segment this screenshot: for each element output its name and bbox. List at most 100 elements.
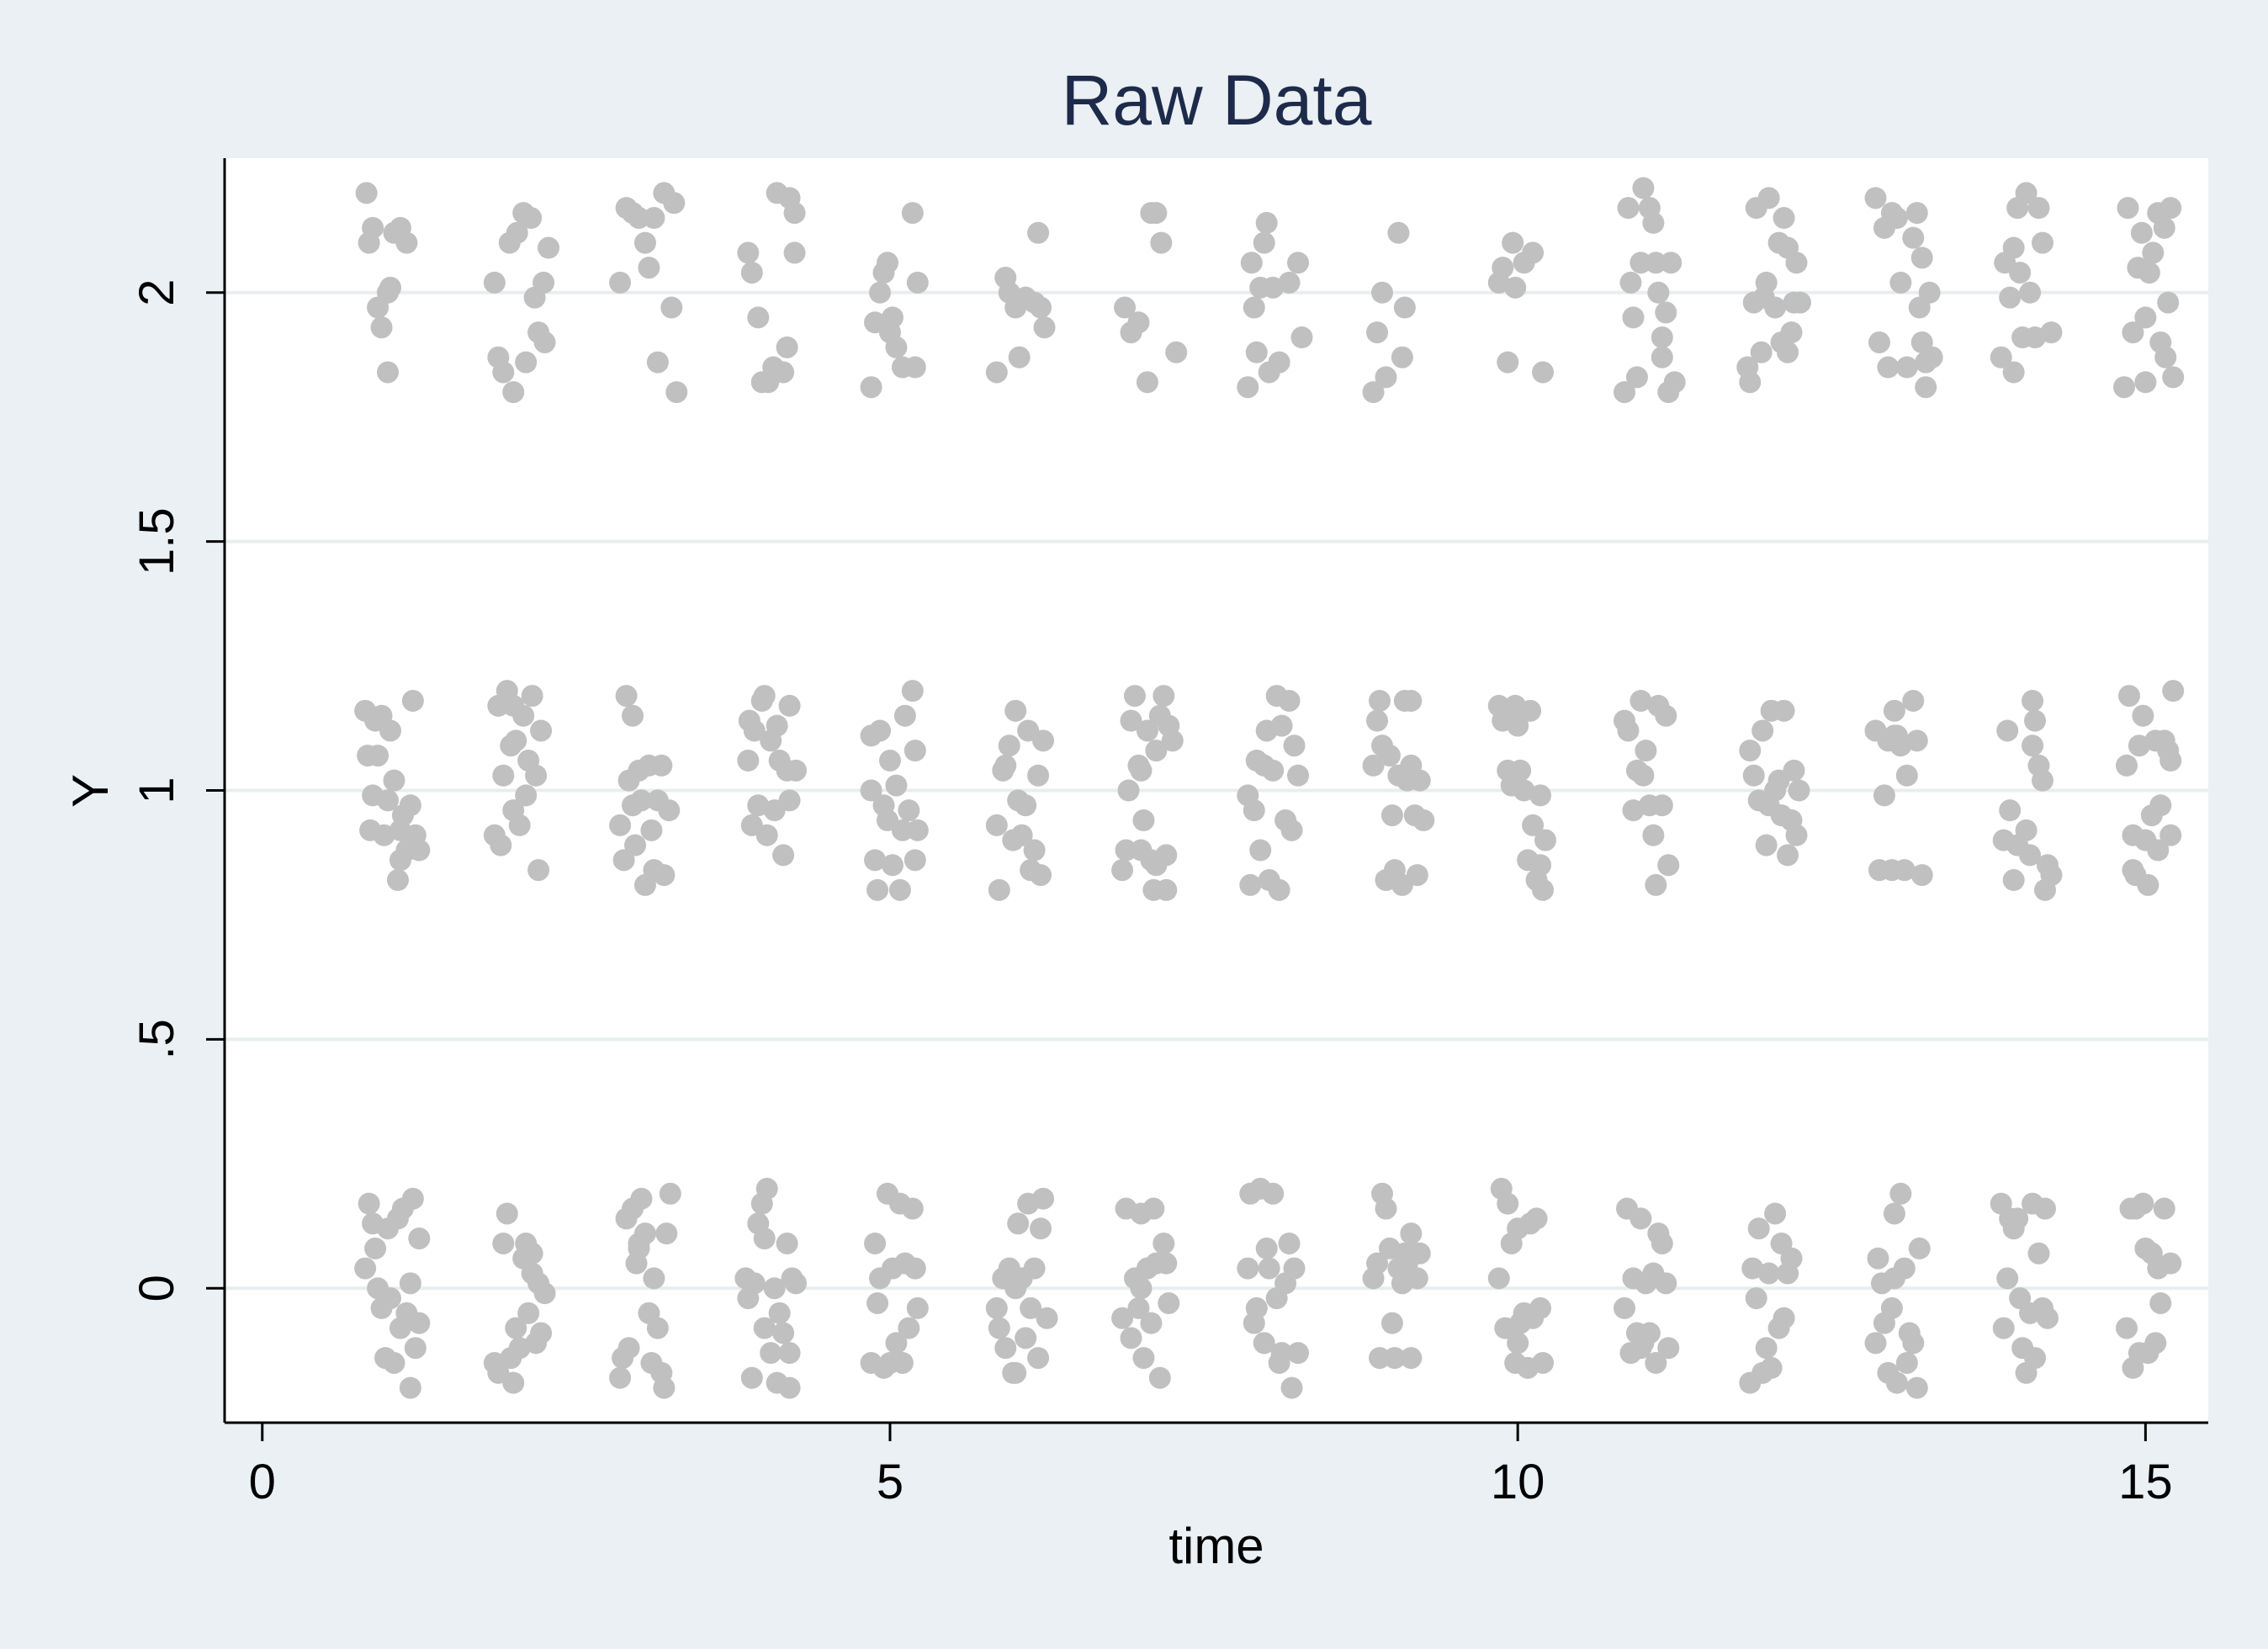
data-point: [377, 789, 400, 812]
data-point: [408, 1312, 431, 1334]
data-point: [367, 745, 389, 767]
data-point: [1529, 1296, 1552, 1319]
data-point: [2154, 346, 2177, 369]
data-point: [740, 1366, 763, 1389]
data-point: [1400, 1347, 1423, 1370]
data-point: [490, 834, 512, 856]
data-point: [379, 719, 401, 742]
data-point: [1507, 714, 1529, 737]
data-point: [1008, 346, 1031, 369]
data-point: [630, 1187, 653, 1210]
data-point: [1647, 281, 1670, 304]
data-point: [404, 1337, 427, 1360]
data-point: [755, 824, 778, 846]
data-point: [901, 202, 924, 225]
x-axis-ticks: 0 5 10 15: [249, 1423, 2173, 1509]
data-point: [2153, 1197, 2175, 1220]
data-point: [876, 252, 898, 274]
data-point: [1120, 709, 1142, 732]
data-point: [1412, 809, 1435, 832]
data-point: [1629, 1337, 1652, 1360]
data-point: [1366, 1252, 1389, 1275]
data-point: [2033, 1197, 2056, 1220]
data-point: [521, 1242, 543, 1265]
data-point: [515, 351, 538, 374]
data-point: [885, 774, 908, 797]
data-point: [1883, 1267, 1905, 1290]
data-point: [615, 685, 638, 708]
data-point: [1532, 878, 1555, 901]
data-point: [866, 878, 889, 901]
data-point: [1150, 231, 1173, 254]
data-point: [1889, 271, 1912, 294]
data-point: [1023, 839, 1046, 862]
data-point: [1780, 1247, 1803, 1270]
data-point: [389, 819, 411, 841]
data-point: [609, 814, 632, 836]
data-point: [2153, 216, 2175, 239]
data-point: [2122, 859, 2144, 882]
data-point: [1895, 764, 1918, 787]
data-point: [1243, 296, 1265, 319]
data-point: [2024, 1347, 2047, 1370]
data-point: [1362, 754, 1385, 777]
data-point: [2142, 241, 2165, 264]
data-point: [2138, 262, 2160, 284]
data-point: [383, 1351, 405, 1374]
data-point: [1617, 719, 1640, 742]
data-point: [747, 306, 770, 329]
data-point: [1393, 296, 1416, 319]
data-point: [1375, 366, 1397, 389]
data-point: [622, 794, 644, 817]
data-point: [1145, 740, 1168, 762]
data-point: [502, 1371, 525, 1394]
data-point: [1760, 1356, 1783, 1379]
data-point: [1990, 346, 2012, 369]
data-point: [1161, 729, 1184, 752]
data-point: [1773, 699, 1795, 722]
data-point: [399, 794, 421, 817]
data-point: [1905, 202, 1928, 225]
data-point: [517, 1302, 540, 1324]
data-point: [2147, 839, 2170, 862]
data-point: [1369, 689, 1391, 712]
data-point: [755, 1177, 778, 1200]
data-point: [906, 1296, 929, 1319]
data-point: [760, 1342, 782, 1365]
data-point: [1492, 257, 1514, 279]
data-point: [2002, 869, 2025, 892]
data-point: [1895, 356, 1918, 379]
data-point: [783, 202, 806, 225]
data-point: [1262, 1182, 1285, 1205]
data-point: [901, 680, 924, 703]
data-point: [860, 779, 882, 802]
data-point: [483, 271, 506, 294]
data-point: [653, 864, 676, 887]
data-point: [785, 759, 808, 782]
data-point: [502, 381, 525, 404]
data-point: [1785, 252, 1808, 274]
data-point: [1655, 1272, 1677, 1295]
data-point: [1027, 1347, 1050, 1370]
data-point: [622, 704, 644, 727]
data-point: [1902, 1332, 1925, 1355]
data-point: [1270, 1342, 1293, 1365]
y-axis-ticks: 0 .5 1 1.5 2: [130, 279, 225, 1302]
data-point: [521, 685, 543, 708]
data-point: [1015, 1327, 1037, 1349]
data-point: [1136, 371, 1158, 394]
x-axis-label: time: [1168, 1518, 1264, 1574]
data-point: [753, 685, 776, 708]
data-point: [628, 207, 650, 230]
data-point: [1111, 859, 1134, 882]
data-point: [1893, 859, 1916, 882]
data-point: [1745, 1287, 1767, 1310]
data-point: [2149, 794, 2172, 817]
data-point: [1777, 844, 1799, 867]
data-point: [2122, 321, 2144, 344]
data-point: [495, 1202, 518, 1225]
data-point: [1120, 1327, 1142, 1349]
data-point: [901, 1197, 924, 1220]
data-point: [1657, 854, 1680, 877]
data-point: [1497, 351, 1519, 374]
